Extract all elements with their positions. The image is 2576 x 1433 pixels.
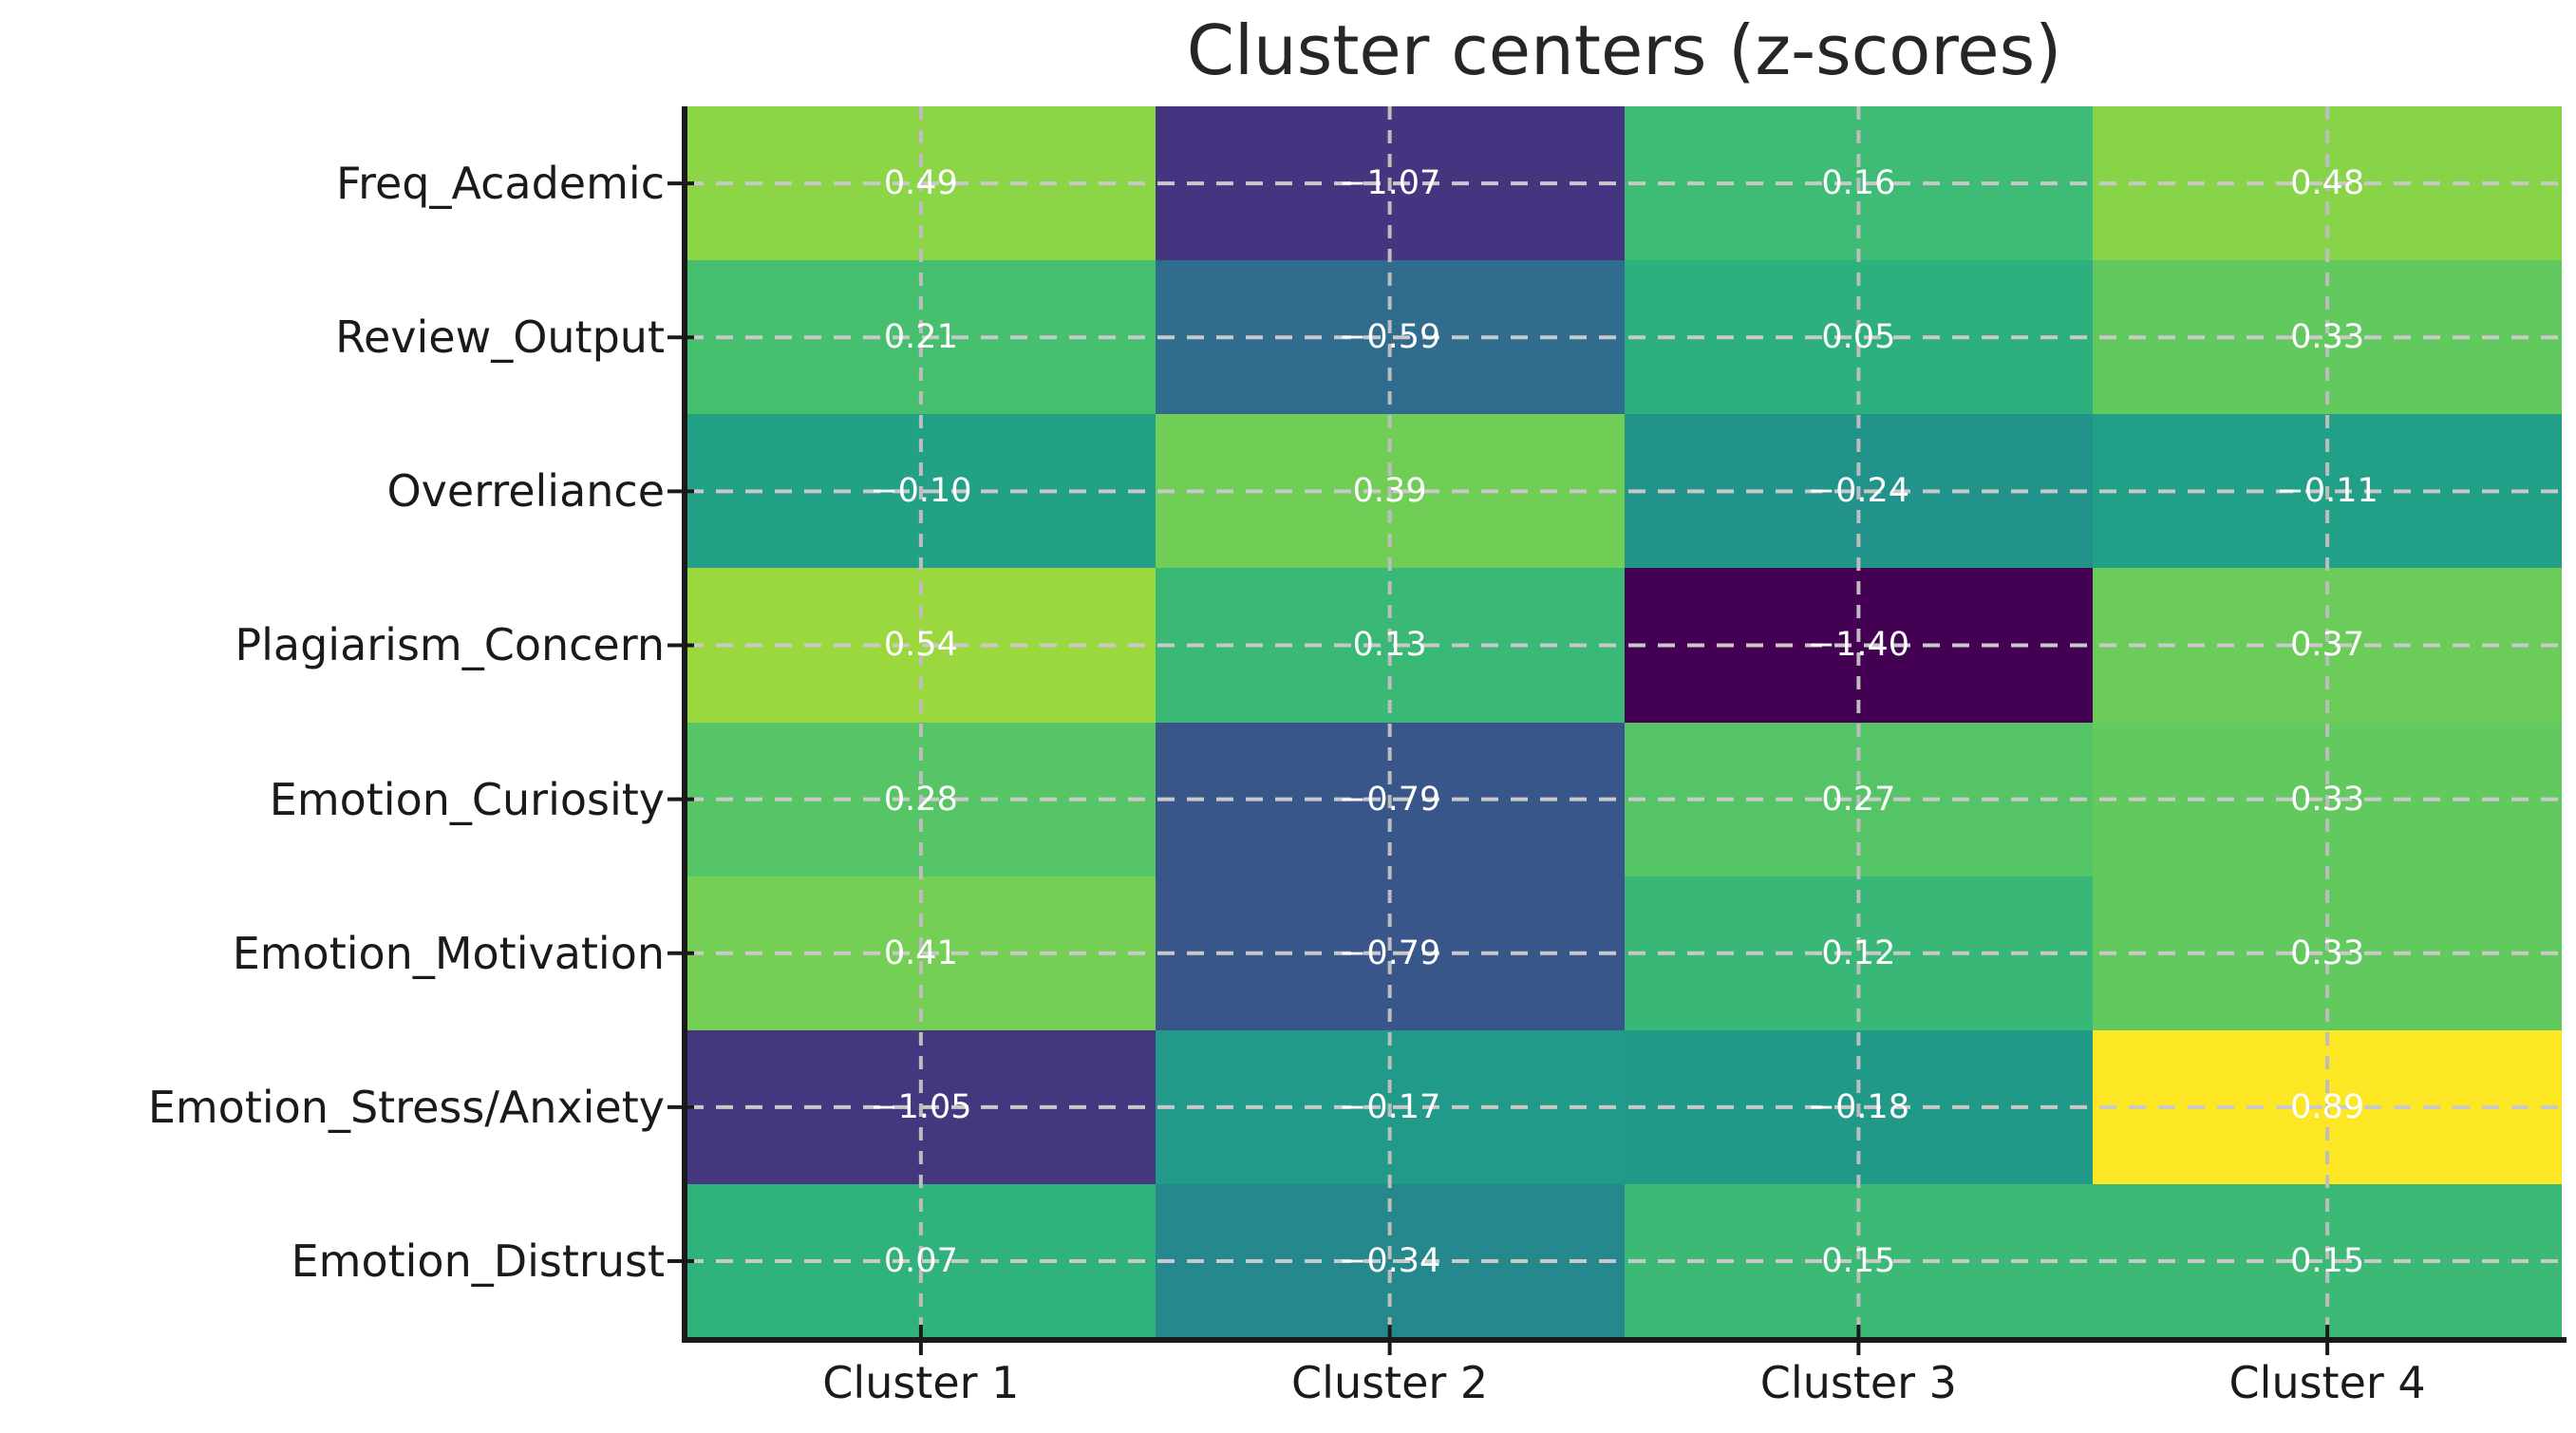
cell-value: 0.89: [2290, 1087, 2365, 1126]
row-label: Review_Output: [335, 311, 665, 364]
cell-value: −0.10: [870, 472, 972, 511]
cell-value: 0.33: [2290, 933, 2365, 972]
row-label: Freq_Academic: [335, 158, 665, 210]
col-label: Cluster 1: [822, 1357, 1020, 1408]
cell-value: 0.07: [883, 1241, 958, 1280]
chart-title: Cluster centers (z-scores): [1186, 10, 2062, 90]
row-label: Emotion_Motivation: [232, 927, 665, 979]
cell-value: 0.49: [883, 164, 958, 203]
cell-value: −0.24: [1807, 472, 1910, 511]
cell-value: −0.79: [1338, 780, 1441, 819]
cell-value: 0.37: [2290, 626, 2365, 665]
cell-value: 0.39: [1352, 472, 1427, 511]
row-label: Plagiarism_Concern: [235, 619, 665, 671]
col-label: Cluster 3: [1759, 1357, 1957, 1408]
row-label: Emotion_Distrust: [291, 1235, 665, 1287]
cell-value: 0.05: [1821, 318, 1896, 357]
cell-value: 0.33: [2290, 318, 2365, 357]
cell-value: 0.12: [1821, 933, 1896, 972]
cell-value: 0.15: [1821, 1241, 1896, 1280]
cell-value: 0.13: [1352, 626, 1427, 665]
cell-value: −0.18: [1807, 1087, 1910, 1126]
cell-value: −0.17: [1338, 1087, 1441, 1126]
cell-value: −0.34: [1338, 1241, 1441, 1280]
cell-value: −0.11: [2276, 472, 2379, 511]
row-label: Emotion_Curiosity: [269, 773, 665, 825]
col-label: Cluster 4: [2228, 1357, 2426, 1408]
cell-value: 0.21: [883, 318, 958, 357]
cell-value: −1.05: [870, 1087, 972, 1126]
cell-value: −1.07: [1338, 164, 1441, 203]
cell-value: 0.48: [2290, 164, 2365, 203]
cell-value: 0.15: [2290, 1241, 2365, 1280]
cell-value: 0.27: [1821, 780, 1896, 819]
row-label: Overreliance: [386, 465, 665, 518]
cell-value: 0.41: [883, 933, 958, 972]
cell-value: 0.54: [883, 626, 958, 665]
row-label: Emotion_Stress/Anxiety: [147, 1081, 665, 1133]
cell-value: 0.28: [883, 780, 958, 819]
cell-value: 0.33: [2290, 780, 2365, 819]
cell-value: −1.40: [1807, 626, 1910, 665]
cell-value: −0.79: [1338, 933, 1441, 972]
col-label: Cluster 2: [1291, 1357, 1489, 1408]
cell-value: 0.16: [1821, 164, 1896, 203]
cell-value: −0.59: [1338, 318, 1441, 357]
